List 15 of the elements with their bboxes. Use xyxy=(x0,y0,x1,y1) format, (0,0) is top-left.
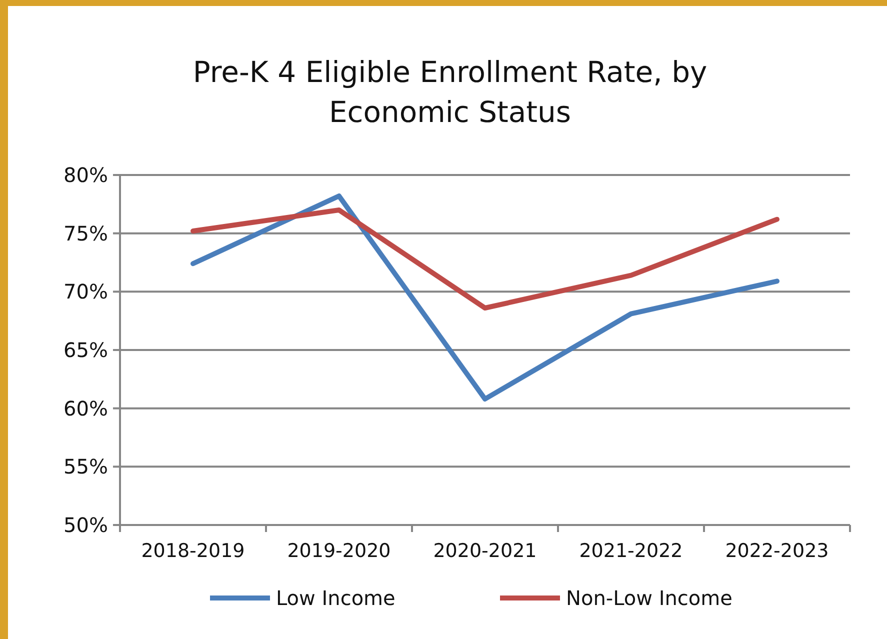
chart-title: Pre-K 4 Eligible Enrollment Rate, by Economic Status xyxy=(192,55,708,129)
x-tick-label: 2021-2022 xyxy=(579,540,683,562)
y-tick-label: 50% xyxy=(64,513,108,537)
legend-label: Low Income xyxy=(276,586,396,610)
y-tick-label: 55% xyxy=(64,454,108,479)
y-tick-label: 60% xyxy=(64,396,108,420)
y-tick-label: 65% xyxy=(64,338,108,362)
x-tick-label: 2019-2020 xyxy=(287,540,391,562)
y-tick-label: 80% xyxy=(64,163,108,187)
legend-label: Non-Low Income xyxy=(566,586,732,610)
x-tick-label: 2020-2021 xyxy=(433,540,537,562)
y-tick-label: 75% xyxy=(64,221,108,246)
x-tick-label: 2018-2019 xyxy=(141,540,245,562)
x-tick-label: 2022-2023 xyxy=(725,540,829,562)
y-tick-label: 70% xyxy=(64,280,108,304)
